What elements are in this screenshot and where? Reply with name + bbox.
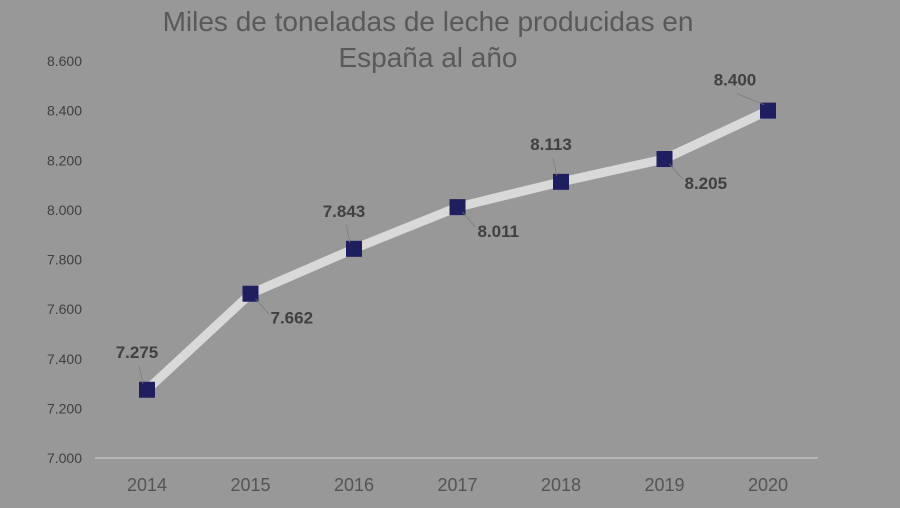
x-tick-label: 2017 bbox=[437, 475, 477, 495]
data-label: 7.843 bbox=[323, 202, 366, 221]
data-label: 7.662 bbox=[271, 309, 314, 328]
data-label-leader bbox=[462, 211, 476, 228]
data-label: 8.205 bbox=[685, 174, 728, 193]
data-label: 8.400 bbox=[714, 71, 757, 90]
x-tick-label: 2020 bbox=[748, 475, 788, 495]
data-point-marker bbox=[139, 381, 155, 398]
x-tick-label: 2014 bbox=[127, 475, 167, 495]
data-label: 8.113 bbox=[530, 135, 572, 154]
y-tick-label: 7.400 bbox=[47, 351, 82, 367]
data-label-leader bbox=[736, 93, 765, 105]
data-label: 7.275 bbox=[116, 343, 159, 362]
x-tick-label: 2015 bbox=[230, 475, 270, 495]
data-point-marker bbox=[449, 199, 466, 216]
series-line bbox=[142, 106, 773, 395]
chart-title-line-1: Miles de toneladas de leche producidas e… bbox=[163, 6, 694, 37]
y-tick-label: 8.400 bbox=[47, 103, 82, 119]
x-tick-label: 2019 bbox=[644, 475, 684, 495]
data-point-marker bbox=[346, 240, 362, 257]
x-tick-label: 2018 bbox=[541, 475, 581, 495]
series-layer bbox=[139, 102, 776, 398]
data-point-marker bbox=[656, 151, 673, 168]
y-tick-label: 8.600 bbox=[47, 53, 82, 69]
data-point-marker bbox=[553, 173, 569, 190]
data-label-leader bbox=[669, 163, 683, 180]
chart-title-line-2: España al año bbox=[338, 42, 517, 73]
y-tick-label: 7.600 bbox=[47, 301, 82, 317]
y-tick-label: 7.000 bbox=[47, 450, 82, 466]
axis-layer: 7.000 7.200 7.400 7.600 7.800 8.000 8.200 8.400… bbox=[47, 53, 818, 495]
y-tick-label: 8.000 bbox=[47, 202, 82, 218]
y-tick-label: 7.800 bbox=[47, 252, 82, 268]
data-point-marker bbox=[242, 285, 259, 302]
data-label-layer: 7.275 7.662 7.843 8.011 8.113 8.205 8.400 bbox=[116, 71, 765, 384]
y-tick-label: 8.200 bbox=[47, 152, 82, 168]
data-point-marker bbox=[760, 102, 776, 119]
data-label-leader bbox=[255, 298, 269, 314]
data-label-leader bbox=[138, 365, 144, 384]
y-tick-label: 7.200 bbox=[47, 400, 82, 416]
data-label-leader bbox=[552, 157, 558, 176]
x-tick-label: 2016 bbox=[334, 475, 374, 495]
data-label-leader bbox=[345, 224, 351, 243]
data-label: 8.011 bbox=[478, 222, 520, 241]
